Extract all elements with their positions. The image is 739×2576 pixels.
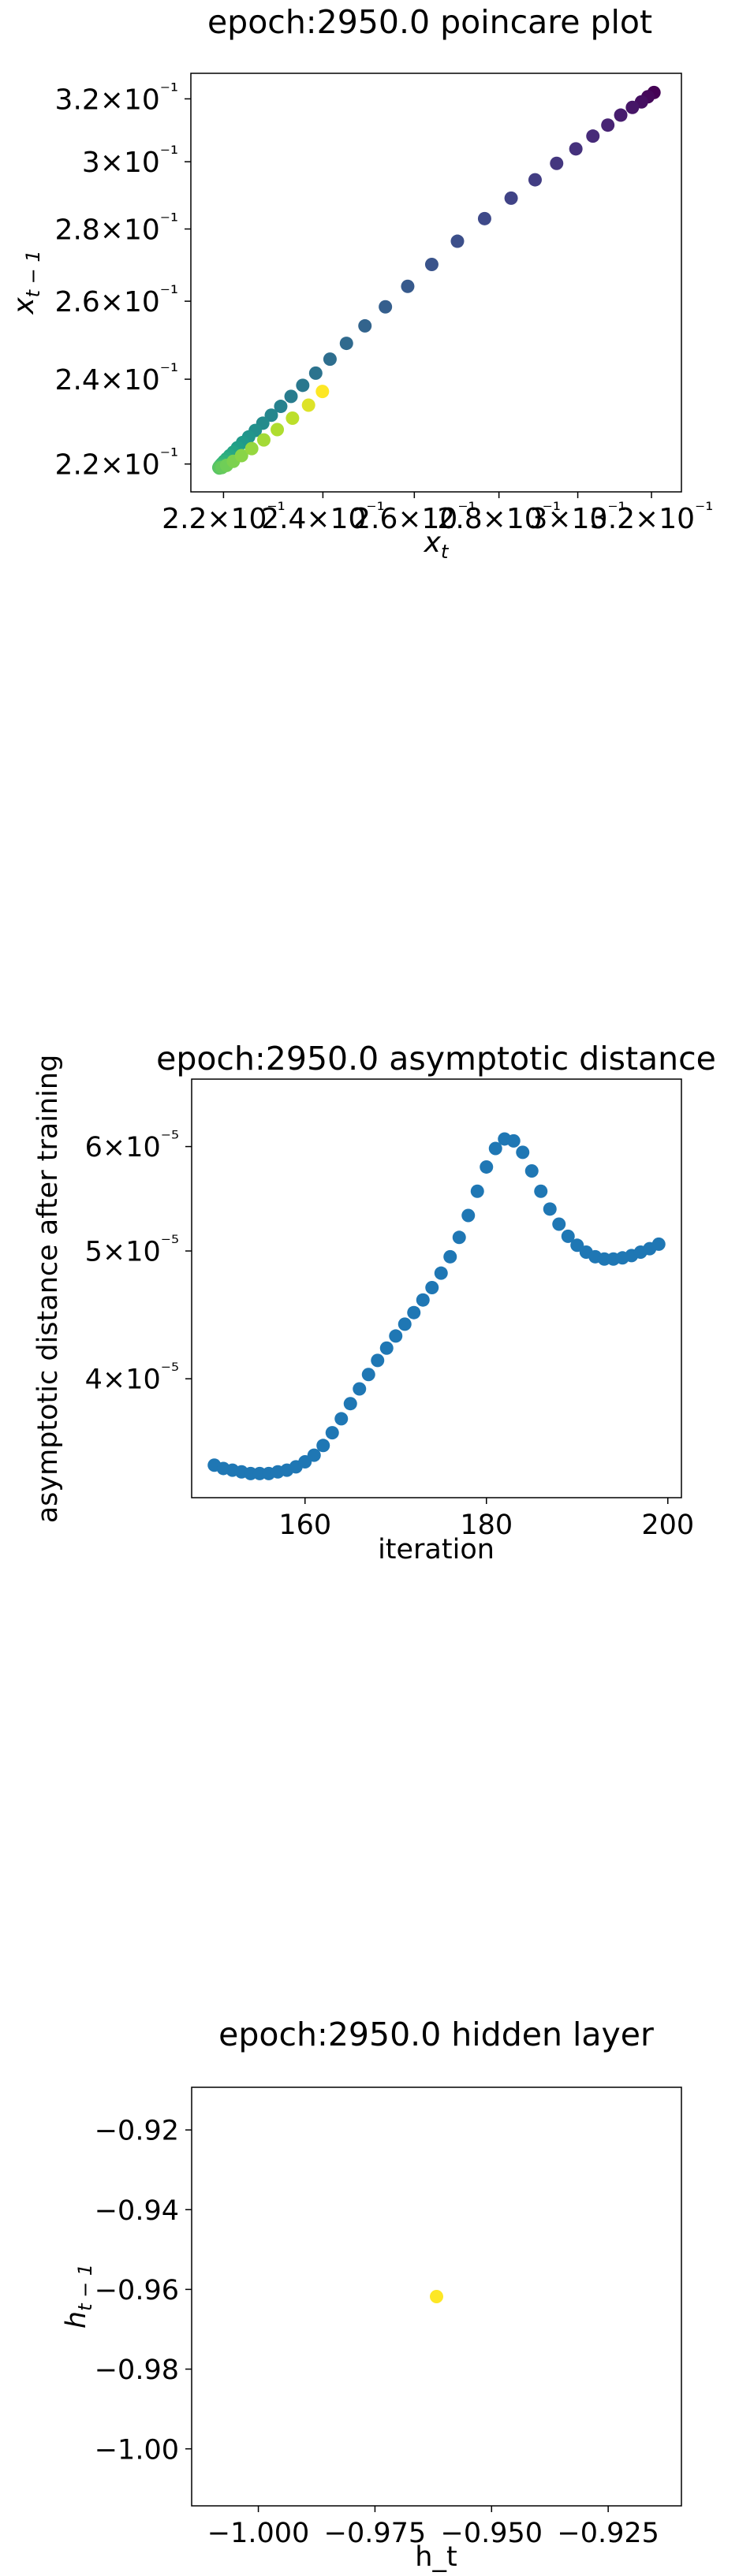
x-tick-label: 3×10⁻¹: [530, 498, 626, 535]
x-tick-label: 2.6×10⁻¹: [353, 498, 476, 535]
data-point: [407, 1305, 421, 1320]
data-point: [301, 398, 315, 412]
data-point: [361, 1368, 375, 1382]
y-tick-label: −0.98: [95, 2355, 179, 2386]
x-tick-label: −1.000: [207, 2518, 310, 2549]
data-point: [343, 1397, 357, 1411]
data-point: [601, 118, 615, 132]
y-tick-label: 2.4×10⁻¹: [55, 359, 178, 396]
data-point: [379, 300, 393, 314]
x-tick-label: 3.2×10⁻¹: [590, 498, 713, 535]
x-axis-label: iteration: [378, 1534, 495, 1565]
data-point: [379, 1341, 394, 1355]
data-point: [334, 1412, 349, 1426]
y-tick-label: −0.96: [95, 2275, 179, 2306]
data-point: [323, 352, 337, 367]
data-point: [271, 423, 285, 437]
data-point: [371, 1353, 385, 1368]
data-point: [401, 279, 415, 293]
x-tick-label: 2.4×10⁻¹: [261, 498, 384, 535]
data-point: [286, 411, 300, 425]
data-point: [552, 1217, 566, 1231]
data-point: [425, 1281, 439, 1295]
x-tick-label: 200: [641, 1509, 694, 1541]
y-tick-label: 2.6×10⁻¹: [55, 281, 178, 318]
data-point: [296, 378, 310, 393]
data-point: [256, 433, 271, 447]
y-tick-label: 2.2×10⁻¹: [55, 444, 178, 481]
y-tick-label: 6×10⁻⁵: [85, 1126, 179, 1163]
x-tick-label: −0.950: [441, 2518, 543, 2549]
data-point: [274, 400, 288, 414]
data-point: [488, 1141, 502, 1156]
x-axis-label: h_t: [415, 2541, 457, 2573]
data-point: [625, 100, 640, 114]
data-point: [430, 2290, 443, 2303]
x-axis-label: xt: [424, 527, 450, 563]
data-point: [651, 1237, 666, 1251]
chart-title: epoch:2950.0 hidden layer: [218, 2016, 654, 2053]
y-axis-label: ht − 1: [61, 2264, 96, 2328]
data-point: [443, 1249, 457, 1264]
data-point: [389, 1329, 403, 1343]
data-point: [424, 257, 439, 271]
data-point: [315, 385, 330, 399]
data-point: [325, 1426, 339, 1440]
data-point: [614, 108, 628, 122]
data-point: [308, 366, 323, 380]
data-point: [450, 234, 465, 248]
data-point: [452, 1230, 466, 1245]
plot-area: [190, 73, 682, 493]
data-point: [339, 337, 353, 351]
x-tick-label: 160: [278, 1509, 331, 1541]
data-point: [470, 1184, 484, 1198]
data-point: [461, 1208, 476, 1223]
data-point: [504, 191, 518, 205]
asymptotic-distance-chart: epoch:2950.0 asymptotic distance 160 180 2…: [32, 1040, 716, 1565]
x-tick-label: 2.2×10⁻¹: [162, 498, 285, 535]
y-tick-label: −0.92: [95, 2116, 179, 2147]
y-tick-label: −0.94: [95, 2195, 179, 2227]
y-tick-label: 2.8×10⁻¹: [55, 209, 178, 246]
y-tick-label: 3×10⁻¹: [82, 142, 178, 179]
data-point: [524, 1163, 539, 1178]
data-point: [244, 441, 259, 456]
data-point: [569, 142, 583, 156]
data-point: [586, 129, 600, 143]
data-point: [550, 156, 564, 170]
data-point: [534, 1184, 548, 1198]
data-point: [358, 318, 372, 333]
data-point: [543, 1202, 557, 1216]
data-point: [416, 1293, 430, 1307]
y-tick-label: 3.2×10⁻¹: [55, 79, 178, 116]
data-point: [264, 408, 278, 423]
data-point: [307, 1448, 321, 1462]
poincare-plot-chart: epoch:2950.0 poincare plot 2.2×10⁻¹2.4×1…: [8, 3, 713, 563]
data-point: [528, 173, 542, 187]
x-tick-label: 2.8×10⁻¹: [437, 498, 560, 535]
hidden-layer-chart: epoch:2950.0 hidden layer −1.000 −0.975 −0…: [61, 2016, 682, 2573]
y-axis-label: asymptotic distance after training: [32, 1055, 64, 1524]
y-tick-label: −1.00: [95, 2434, 179, 2466]
data-point: [284, 389, 298, 404]
x-tick-label: −0.975: [324, 2518, 427, 2549]
x-tick-label: 180: [460, 1509, 513, 1541]
data-point: [434, 1266, 448, 1280]
x-tick-label: −0.925: [557, 2518, 659, 2549]
data-point: [316, 1439, 330, 1453]
data-point: [516, 1145, 530, 1160]
y-tick-label: 4×10⁻⁵: [85, 1359, 179, 1396]
data-point: [234, 449, 248, 463]
data-point: [480, 1160, 494, 1174]
y-tick-label: 5×10⁻⁵: [85, 1231, 179, 1268]
data-point: [397, 1317, 412, 1331]
chart-title: epoch:2950.0 poincare plot: [207, 3, 652, 41]
data-point: [506, 1134, 521, 1148]
data-point: [561, 1229, 575, 1243]
data-point: [353, 1382, 367, 1396]
y-axis-label: xt − 1: [8, 250, 44, 315]
chart-title: epoch:2950.0 asymptotic distance: [156, 1040, 716, 1078]
data-point: [477, 211, 491, 225]
